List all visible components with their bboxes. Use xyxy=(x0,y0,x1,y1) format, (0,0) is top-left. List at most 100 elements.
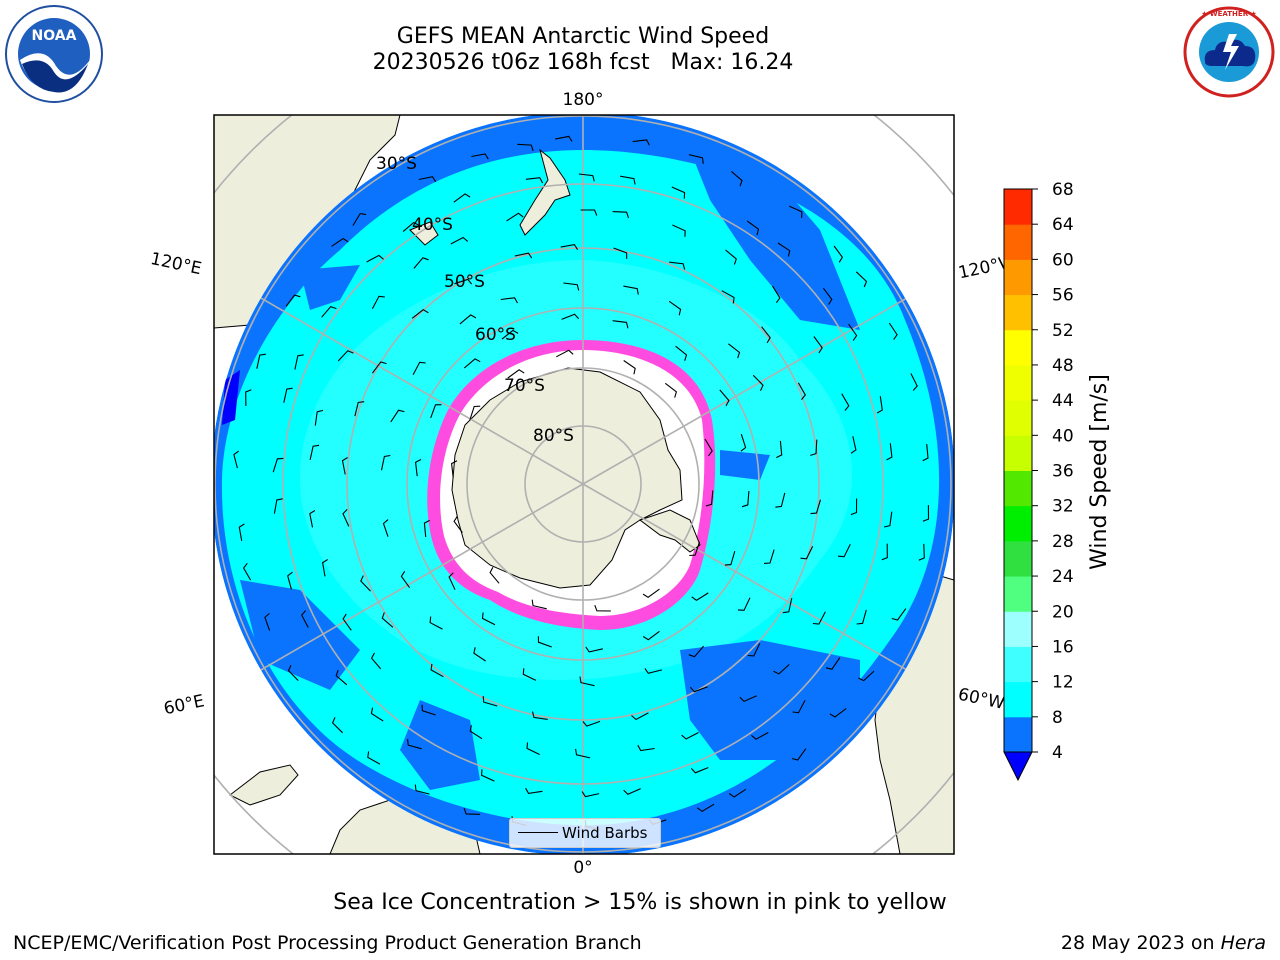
wind-barb xyxy=(448,572,456,590)
legend-line-icon xyxy=(518,832,558,833)
wind-barb xyxy=(728,343,741,359)
wind-barb xyxy=(876,396,883,414)
chart-title-block: GEFS MEAN Antarctic Wind Speed 20230526 … xyxy=(283,24,883,76)
wind-barb xyxy=(321,305,337,318)
footer-host: Hera xyxy=(1220,932,1266,954)
wind-barb xyxy=(822,287,833,305)
wind-barb xyxy=(797,382,806,400)
wind-barb xyxy=(721,290,735,304)
colorbar-tick-label: 8 xyxy=(1052,708,1063,728)
wind-barb xyxy=(838,543,851,558)
wind-barb xyxy=(337,350,354,362)
wind-barb xyxy=(881,543,888,561)
wind-barb xyxy=(891,608,907,621)
wind-barb xyxy=(883,511,893,528)
wind-barb xyxy=(724,550,736,566)
wind-barb xyxy=(777,242,791,257)
lat-label-60s: 60°S xyxy=(475,325,516,345)
wind-barb xyxy=(331,237,349,247)
colorbar-tick-label: 28 xyxy=(1052,532,1074,552)
wind-barb xyxy=(531,599,547,610)
wind-barb xyxy=(525,177,544,184)
nws-logo-icon: ★ WEATHER ★ xyxy=(1183,6,1275,98)
wind-barb xyxy=(430,404,442,419)
wind-barb xyxy=(791,748,807,761)
wind-barb xyxy=(850,498,858,516)
wind-barb xyxy=(642,588,660,598)
wind-barb xyxy=(473,647,486,662)
colorbar-label: Wind Speed [m/s] xyxy=(1087,374,1112,570)
wind-barb xyxy=(728,788,747,798)
wind-barb xyxy=(910,373,918,391)
colorbar-segment xyxy=(1004,681,1032,718)
wind-barb xyxy=(918,543,925,561)
wind-barb xyxy=(560,243,579,250)
wind-barb xyxy=(402,221,420,233)
footer-date: 28 May 2023 on Hera xyxy=(1060,932,1266,954)
wind-barb xyxy=(669,261,686,270)
wind-barb xyxy=(848,323,858,341)
wind-barb xyxy=(390,409,405,423)
wind-barb xyxy=(459,314,477,325)
lon-label-120e: 120°E xyxy=(149,249,204,279)
wind-barbs-legend: Wind Barbs xyxy=(509,818,661,848)
svg-text:NOAA: NOAA xyxy=(32,28,77,44)
wind-barb xyxy=(696,803,715,813)
wind-barb xyxy=(689,686,708,693)
wind-barb xyxy=(309,510,316,528)
wind-barb xyxy=(620,175,636,185)
wind-barb xyxy=(309,444,320,461)
wind-barb xyxy=(691,592,709,601)
wind-barb xyxy=(689,541,701,557)
lat-label-40s: 40°S xyxy=(412,215,453,235)
wind-barb xyxy=(580,209,598,216)
wind-barb xyxy=(294,354,304,370)
wind-barb xyxy=(500,297,518,304)
wind-barb xyxy=(411,309,429,319)
lat-label-30s: 30°S xyxy=(376,154,417,174)
wind-barb xyxy=(675,345,688,361)
wind-barb xyxy=(810,499,822,515)
wind-barb xyxy=(430,663,444,678)
wind-barb xyxy=(367,751,381,765)
wind-barb xyxy=(688,645,705,658)
wind-barb xyxy=(858,670,875,682)
wind-barb xyxy=(454,278,473,285)
colorbar-tick-label: 56 xyxy=(1052,286,1074,306)
chart-title: GEFS MEAN Antarctic Wind Speed xyxy=(396,24,770,49)
wind-barb xyxy=(371,295,385,309)
footer-producer: NCEP/EMC/Verification Post Processing Pr… xyxy=(13,932,642,954)
wind-barb xyxy=(594,605,611,612)
wind-barb xyxy=(463,808,481,815)
wind-barb xyxy=(763,549,775,564)
wind-barb xyxy=(514,252,533,259)
wind-barb xyxy=(285,294,301,307)
colorbar-segment xyxy=(1004,540,1032,577)
wind-barb xyxy=(354,401,365,417)
wind-barb xyxy=(775,492,786,508)
colorbar-tick-label: 68 xyxy=(1052,180,1074,200)
colorbar-segment xyxy=(1004,224,1032,260)
wind-barb xyxy=(850,436,857,454)
wind-barb xyxy=(855,271,868,288)
colorbar-segment xyxy=(1004,646,1032,683)
wind-barb xyxy=(233,450,240,469)
colorbar-segment xyxy=(1004,505,1032,542)
meridian-lines xyxy=(214,115,954,854)
wind-barb xyxy=(501,329,519,340)
chart-subtitle: 20230526 t06z 168h fcst Max: 16.24 xyxy=(372,50,794,75)
wind-barb xyxy=(668,300,682,316)
wind-barb xyxy=(418,176,437,183)
wind-barb xyxy=(739,695,758,703)
wind-barb xyxy=(360,575,371,592)
wind-barb xyxy=(242,562,252,581)
colorbar-segment xyxy=(1004,576,1032,612)
wind-barb xyxy=(922,444,929,462)
wind-barb xyxy=(813,336,823,354)
wind-barb xyxy=(414,784,430,795)
colorbar-tick-label: 40 xyxy=(1052,426,1074,446)
wind-barb xyxy=(423,519,430,538)
wind-barb xyxy=(833,245,844,263)
colorbar-segment xyxy=(1004,716,1032,753)
wind-barb xyxy=(525,787,543,795)
